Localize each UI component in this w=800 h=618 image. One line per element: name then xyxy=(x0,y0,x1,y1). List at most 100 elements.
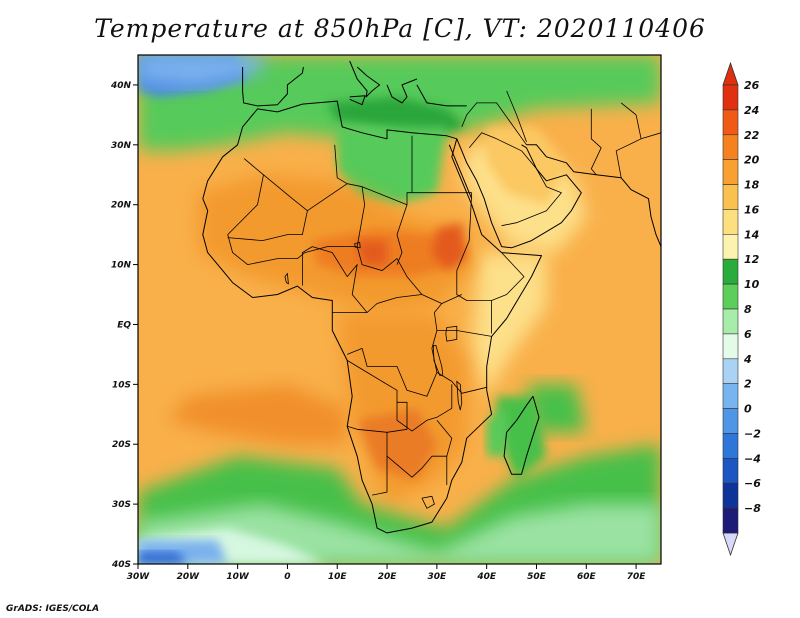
colorbar-swatch xyxy=(722,84,739,111)
border-congo-2 xyxy=(347,303,443,397)
border-angola xyxy=(346,360,408,433)
x-tick-label: 60E xyxy=(577,572,597,582)
border-arabia xyxy=(468,132,562,227)
grads-credit: GrADS: IGES/COLA xyxy=(6,604,100,614)
y-tick-label: 30N xyxy=(111,141,132,151)
y-tick-label: 20N xyxy=(111,201,132,211)
y-tick-label: 10S xyxy=(112,380,131,390)
colorbar-bottom-arrow xyxy=(722,532,739,557)
lake-volta xyxy=(284,272,289,285)
turkey-coastline xyxy=(416,84,467,107)
border-iran xyxy=(506,90,527,142)
colorbar-label: 10 xyxy=(744,278,760,291)
greece-coastline xyxy=(386,78,418,104)
colorbar-label: 20 xyxy=(744,154,760,167)
y-tick-label: 30S xyxy=(112,500,131,510)
y-tick-label: EQ xyxy=(117,320,131,330)
x-tick-label: 40E xyxy=(476,572,497,582)
x-tick-label: 70E xyxy=(627,572,647,582)
border-chad-sudan xyxy=(396,204,408,265)
horn-cool xyxy=(471,252,547,397)
north-blue-fringe xyxy=(138,55,268,85)
x-tick-label: 50E xyxy=(527,572,547,582)
colorbar-swatch xyxy=(722,134,739,161)
colorbar-swatch xyxy=(722,234,739,260)
border-sudan-ethiopia xyxy=(456,192,525,301)
y-tick-label: 10N xyxy=(111,261,132,271)
y-tick-label: 40N xyxy=(110,81,132,91)
sicily-coastline xyxy=(349,95,366,106)
madagascar-coastline xyxy=(503,396,540,475)
colorbar-label: 16 xyxy=(744,203,760,216)
colorbar-swatch xyxy=(722,358,739,384)
colorbar-swatch xyxy=(722,507,739,534)
border-algeria-mali xyxy=(227,174,264,235)
red-sea-inner xyxy=(448,144,473,199)
colorbar-label: −2 xyxy=(744,427,761,440)
colorbar-label: 8 xyxy=(744,303,752,316)
border-niger-chad xyxy=(356,186,462,304)
border-algeria-libya xyxy=(334,144,348,185)
border-zambia xyxy=(396,384,453,432)
x-tick-label: 10W xyxy=(226,572,250,582)
border-botswana xyxy=(386,420,453,478)
y-tick-label: 40S xyxy=(111,560,131,570)
colorbar-label: 26 xyxy=(744,79,760,92)
y-tick-label: 20S xyxy=(112,440,131,450)
colorbar-label: −4 xyxy=(744,452,761,465)
colorbar-swatch xyxy=(722,308,739,335)
x-tick-label: 20W xyxy=(177,572,201,582)
southwest-deep-blue xyxy=(138,552,188,564)
arabia-warm xyxy=(486,126,567,205)
colorbar-swatch xyxy=(722,457,739,484)
border-asia-3 xyxy=(640,132,661,140)
colorbar-label: 22 xyxy=(744,129,760,142)
chad-hot xyxy=(357,240,387,265)
colorbar-swatch xyxy=(722,482,739,509)
libya-egypt-cool xyxy=(337,126,447,205)
colorbar-swatch xyxy=(722,408,739,434)
border-sahara-1 xyxy=(243,158,472,212)
temperature-field xyxy=(138,55,661,564)
mozambique-channel-cool xyxy=(486,408,507,457)
colorbar-label: 6 xyxy=(744,328,752,341)
colorbar-label: 4 xyxy=(743,353,752,366)
colorbar-swatch xyxy=(722,109,739,136)
arabia-coastline xyxy=(456,138,582,249)
lake-malawi xyxy=(456,380,463,411)
atlantic-warm-tongue xyxy=(167,384,348,445)
x-tick-label: 30W xyxy=(127,572,151,582)
africa-coastline xyxy=(202,100,542,534)
lake-tanganyika xyxy=(432,344,444,376)
iberia-coastline xyxy=(242,66,304,107)
x-tick-label: 20E xyxy=(378,572,398,582)
colorbar-swatch xyxy=(722,258,739,285)
colorbar-swatch xyxy=(722,283,739,310)
map-frame xyxy=(137,54,662,565)
border-tanzania-moz xyxy=(436,372,487,394)
colorbar-label: 18 xyxy=(744,179,760,192)
x-tick-label: 10E xyxy=(328,572,348,582)
india-coastline xyxy=(620,177,661,247)
x-tick-label: 30E xyxy=(428,572,448,582)
colorbar-label: 14 xyxy=(744,228,759,241)
colorbar-label: 2 xyxy=(744,378,752,391)
indian-ocean-green xyxy=(526,384,587,433)
longitude-axis: 30W 20W 10W 0 10E 20E 30E 40E 50E 60E 70E xyxy=(127,564,647,582)
border-mali-niger xyxy=(227,210,308,242)
ethiopia-hot xyxy=(431,222,467,271)
latitude-axis: 40N 30N 20N 10N EQ 10S 20S 30S 40S xyxy=(110,81,138,570)
border-congo-1 xyxy=(332,294,422,313)
colorbar-label: 12 xyxy=(744,253,760,266)
colorbar-label: −8 xyxy=(744,502,761,515)
border-lesotho xyxy=(421,495,435,509)
kalahari-hot xyxy=(357,408,437,481)
colorbar-swatch xyxy=(722,159,739,185)
border-asia xyxy=(590,108,602,176)
coastlines xyxy=(202,60,661,534)
map-title: Temperature at 850hPa [C], VT: 202011040… xyxy=(94,14,706,43)
colorbar-swatch xyxy=(722,184,739,210)
lake-victoria xyxy=(445,325,458,342)
